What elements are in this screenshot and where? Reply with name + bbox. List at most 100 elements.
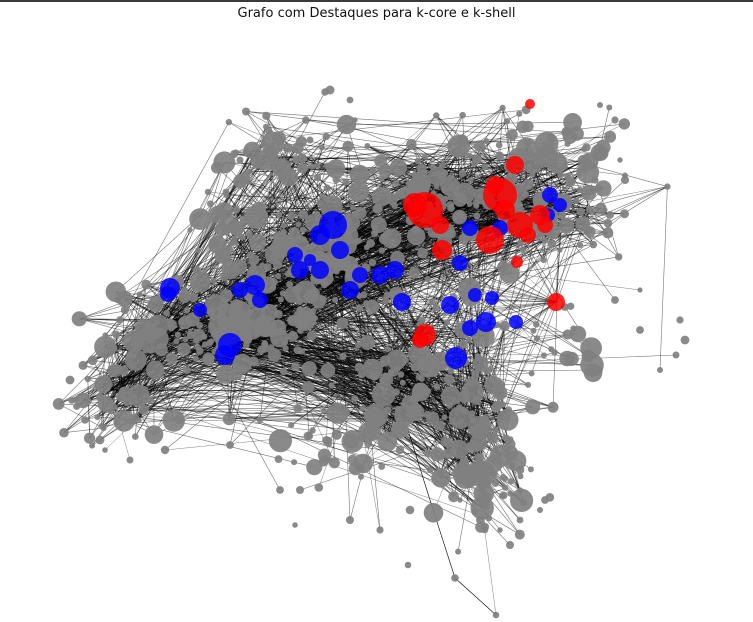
graph-node [479,427,486,434]
graph-node [147,296,164,313]
graph-node [352,238,360,246]
graph-node [657,367,663,373]
graph-node [398,187,410,199]
graph-node [466,336,472,343]
graph-node [381,228,402,249]
k-core-node [432,240,452,260]
graph-node [597,102,603,108]
graph-node [283,143,293,153]
graph-node [664,183,671,190]
graph-node [276,211,283,218]
graph-node [207,200,214,208]
k-shell-node [331,241,349,259]
graph-edge [133,207,537,422]
graph-edge [407,429,431,501]
graph-node [537,507,543,513]
graph-node [397,371,405,378]
k-core-node [537,217,553,233]
graph-node [506,129,518,141]
graph-node [456,211,465,220]
graph-node [530,327,537,334]
graph-node [355,304,363,312]
k-core-node [495,200,515,220]
graph-node [302,381,315,394]
graph-node [595,140,611,155]
graph-node [441,186,448,193]
graph-node [196,211,204,219]
graph-node [458,418,465,425]
graph-node [291,459,298,466]
graph-node [447,194,454,201]
graph-node [471,369,480,378]
graph-edge [329,249,381,531]
graph-node [379,372,394,387]
graph-node [468,410,475,417]
graph-node [280,367,288,376]
graph-node [407,226,426,246]
graph-node [541,496,549,504]
graph-node [451,574,459,582]
graph-node [98,423,105,429]
graph-node [446,201,455,209]
graph-node [95,392,105,402]
graph-node [516,110,523,117]
graph-node [447,134,471,158]
graph-node [386,193,399,205]
graph-edge [228,121,265,144]
graph-edge [109,389,363,409]
graph-edge [279,124,347,165]
graph-node [228,300,252,324]
graph-node [433,112,440,119]
graph-edge [114,334,568,408]
graph-node [447,183,455,191]
graph-node [303,431,313,441]
graph-node [245,230,253,238]
graph-edge [126,402,368,433]
graph-node [354,362,364,372]
graph-node [136,291,143,298]
graph-node [477,193,484,200]
graph-node [328,382,335,389]
graph-node [454,182,476,204]
graph-edge [259,299,485,498]
graph-edge [145,350,388,442]
graph-node [499,491,508,500]
graph-node [516,516,524,524]
graph-node [525,381,532,388]
graph-node [189,208,212,231]
graph-edge [427,391,485,420]
graph-node [256,314,271,330]
graph-node [192,355,199,362]
graph-node [230,367,243,381]
graph-node [297,153,307,164]
graph-node [363,423,382,442]
graph-node [105,281,127,303]
graph-node [321,407,328,414]
graph-node [378,463,386,470]
k-shell-node [310,225,330,245]
graph-node [94,335,117,359]
graph-node [387,431,394,438]
graph-node [210,278,217,284]
graph-node [506,541,514,549]
k-shell-node [291,261,309,279]
graph-node [225,118,233,126]
graph-node [372,413,379,420]
graph-node [85,398,92,405]
graph-node [294,280,317,304]
graph-node [295,136,307,147]
graph-edge [99,162,225,398]
graph-node [399,379,406,386]
graph-node [162,409,185,432]
graph-node [491,401,502,412]
graph-node [114,296,122,304]
graph-node [81,416,89,424]
graph-node [232,259,248,275]
graph-edge [103,349,331,381]
graph-node [127,384,150,407]
graph-node [391,420,409,439]
graph-node [602,207,608,213]
graph-edge [239,181,320,204]
graph-node [507,478,514,485]
graph-edge [109,343,464,391]
